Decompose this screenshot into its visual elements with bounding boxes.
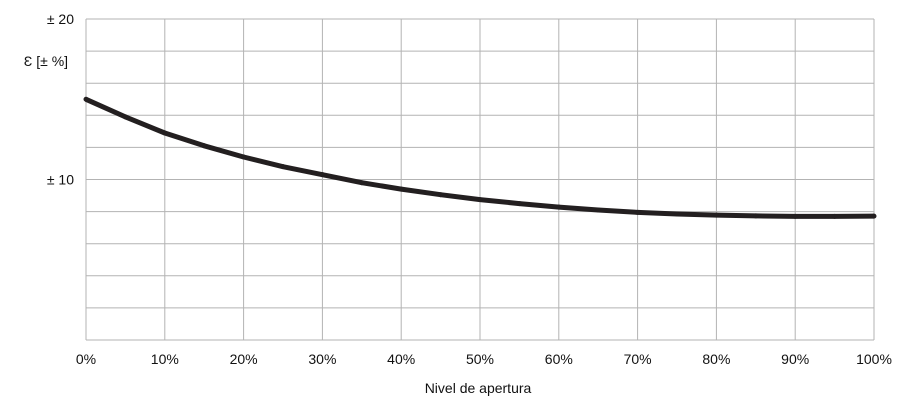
data-point [477,197,483,203]
x-tick-label: 70% [624,351,652,367]
data-point [280,164,286,170]
x-tick-label: 80% [702,351,730,367]
data-point [556,204,562,210]
data-point [753,213,759,219]
x-tick-label: 30% [308,351,336,367]
data-point [162,130,168,136]
grid [85,18,875,341]
x-tick-label: 10% [151,351,179,367]
y-tick-label: ± 10 [47,172,74,188]
data-point [438,192,444,198]
y-tick-labels: ± 10 ± 20 [47,11,74,188]
data-point [359,180,365,186]
series-layer [83,96,877,219]
x-tick-label: 0% [76,351,96,367]
x-tick-label: 60% [545,351,573,367]
y-tick-label: ± 20 [47,11,74,27]
data-point [201,143,207,149]
data-point [122,114,128,120]
data-point [635,209,641,215]
x-tick-label: 100% [856,351,892,367]
x-tick-label: 40% [387,351,415,367]
x-tick-label: 50% [466,351,494,367]
data-point [713,212,719,218]
data-point [241,154,247,160]
x-tick-label: 90% [781,351,809,367]
data-point [674,211,680,217]
data-point [595,207,601,213]
data-point [319,172,325,178]
data-point [871,213,877,219]
x-tick-label: 20% [230,351,258,367]
y-axis-title: Ɛ [± %] [24,53,68,69]
x-axis-title: Nivel de apertura [425,380,532,396]
data-point [516,201,522,207]
data-point [398,186,404,192]
data-point [792,213,798,219]
data-point [832,213,838,219]
data-point [83,96,89,102]
x-tick-labels: 0% 10% 20% 30% 40% 50% 60% 70% 80% 90% 100% [76,351,892,367]
